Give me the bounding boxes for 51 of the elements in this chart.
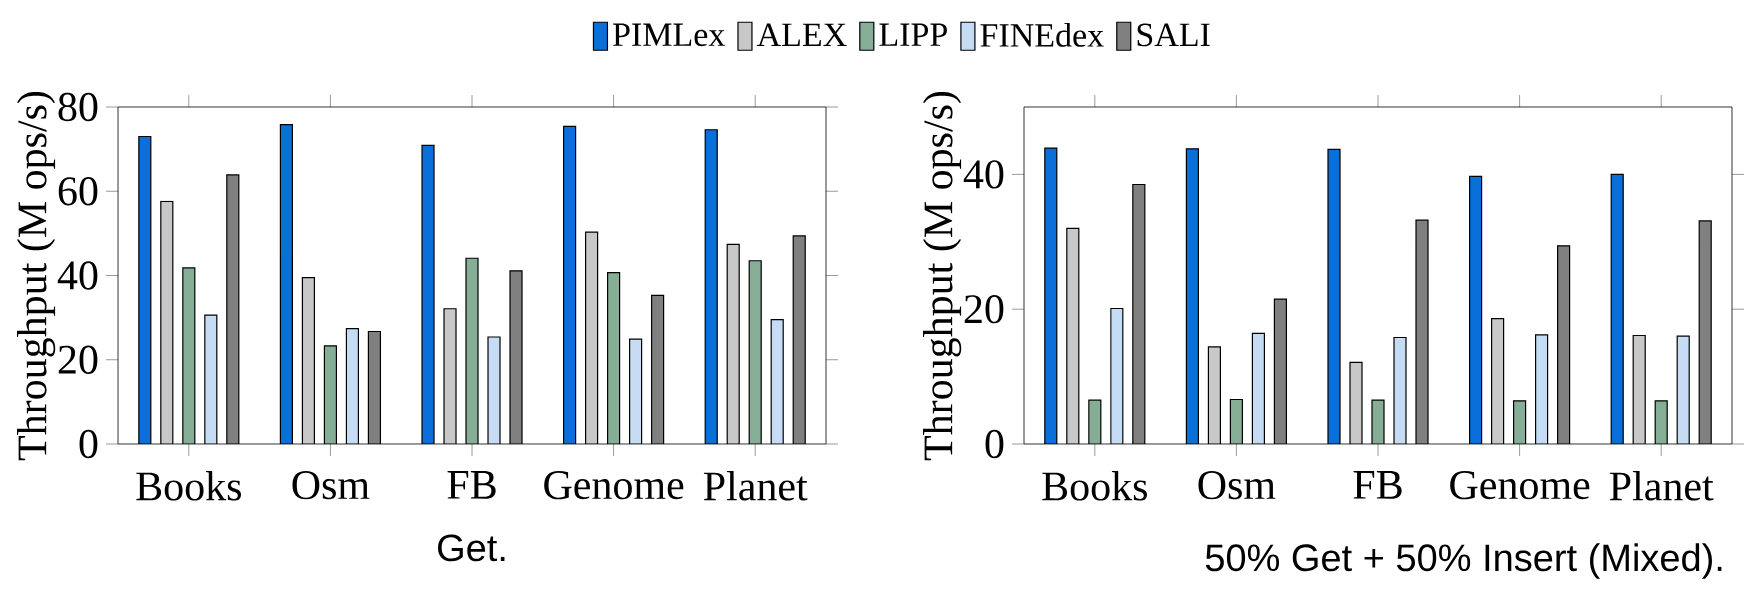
legend-label: PIMLex: [613, 23, 725, 47]
x-tick-label: Osm: [292, 471, 370, 500]
bar: [1698, 220, 1712, 444]
bar: [563, 125, 577, 444]
bar: [607, 271, 621, 444]
bar: [279, 124, 294, 444]
bar: [160, 200, 174, 444]
x-tick-label: Planet: [703, 471, 808, 501]
x-tick-label: Books: [136, 471, 241, 501]
bar: [748, 260, 762, 444]
bar: [1132, 183, 1146, 444]
x-tick-label: Osm: [1198, 471, 1276, 500]
bar: [138, 135, 152, 444]
bar: [323, 345, 338, 444]
text: Get.: [438, 534, 505, 562]
bar: [182, 267, 196, 444]
bar: [367, 330, 382, 444]
y-tick-label: 20: [58, 345, 98, 374]
y-tick-label: 40: [963, 160, 1004, 189]
x-tick-label: Genome: [1450, 471, 1590, 500]
bar: [792, 235, 806, 444]
legend-label: LIPP: [879, 23, 947, 46]
text: 50% Get + 50% Insert (Mixed).: [1205, 543, 1722, 579]
bar: [770, 319, 784, 444]
legend-label: SALI: [1137, 23, 1210, 47]
bar: [629, 338, 643, 444]
y-tick-label: 40: [57, 261, 98, 290]
bar: [1557, 245, 1571, 444]
x-tick-label: FB: [1353, 471, 1402, 499]
y-tick-label: 0: [79, 429, 98, 459]
x-tick-label: Planet: [1609, 471, 1714, 501]
y-axis-title: Throughput (M ops/s): [17, 91, 56, 461]
bar: [204, 314, 218, 444]
y-axis-title: Throughput (M ops/s): [923, 91, 962, 461]
y-tick-label: 20: [964, 295, 1004, 324]
y-tick-label: 80: [58, 92, 98, 122]
bar: [726, 243, 740, 444]
legend-label: ALEX: [756, 23, 847, 46]
bar: [345, 327, 360, 444]
x-tick-label: Genome: [544, 471, 684, 500]
y-tick-label: 0: [985, 429, 1004, 459]
bar: [585, 231, 599, 444]
bar: [704, 129, 718, 444]
x-tick-label: FB: [447, 471, 496, 499]
bar: [226, 174, 240, 444]
bar: [651, 294, 665, 444]
y-tick-label: 60: [58, 177, 98, 206]
x-tick-label: Books: [1042, 471, 1147, 501]
bar: [301, 277, 316, 444]
legend-label: FINEdex: [980, 22, 1104, 47]
bar: [1273, 298, 1288, 444]
